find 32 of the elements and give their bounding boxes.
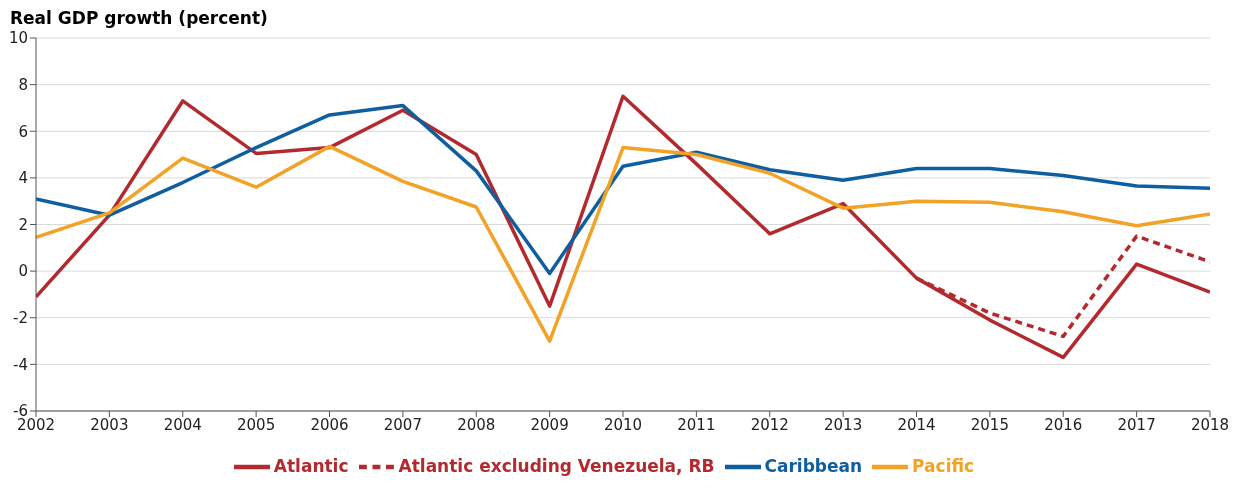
y-tick-label: -4 (13, 355, 28, 374)
y-tick-label: -2 (13, 309, 28, 328)
x-tick-label: 2014 (897, 415, 936, 434)
x-tick-label: 2018 (1190, 415, 1230, 434)
x-tick-label: 2012 (750, 415, 789, 434)
y-tick-label: 8 (18, 75, 28, 94)
line-series (36, 144, 1210, 343)
x-tick-label: 2005 (237, 415, 276, 434)
x-tick-label: 2017 (1117, 415, 1156, 434)
legend-label: Caribbean (764, 456, 863, 476)
x-tick-label: 2003 (90, 415, 129, 434)
y-tick-label: 10 (8, 29, 28, 48)
y-tick-label: 6 (18, 122, 28, 141)
legend-label: Atlantic (273, 456, 349, 476)
line-series (36, 103, 1210, 276)
x-tick-label: 2015 (970, 415, 1009, 434)
legend-label: Atlantic excluding Venezuela, RB (398, 456, 715, 476)
legend-label: Pacific (912, 456, 975, 476)
x-tick-label: 2013 (824, 415, 863, 434)
x-tick-label: 2006 (310, 415, 349, 434)
chart-title: Real GDP growth (percent) (10, 8, 269, 30)
x-tick-label: 2004 (163, 415, 202, 434)
x-tick-label: 2016 (1044, 415, 1083, 434)
x-tick-label: 2009 (530, 415, 569, 434)
x-tick-label: 2010 (603, 415, 643, 434)
line-series (36, 94, 1210, 360)
x-tick-label: 2011 (677, 415, 716, 434)
y-tick-label: 2 (18, 215, 28, 234)
y-tick-label: 4 (18, 169, 28, 188)
x-tick-label: 2008 (457, 415, 496, 434)
x-tick-label: 2007 (383, 415, 422, 434)
y-tick-label: 0 (18, 262, 28, 281)
